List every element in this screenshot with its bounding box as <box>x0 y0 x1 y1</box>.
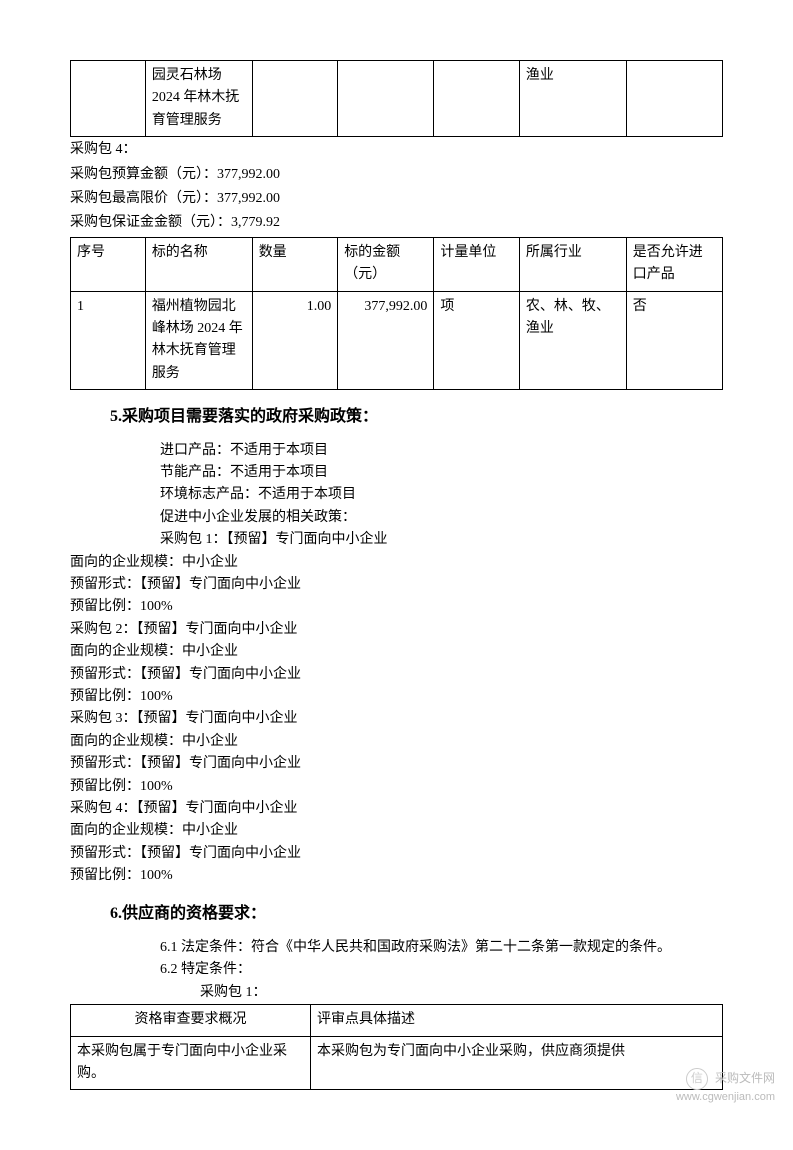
cell: 福州植物园北峰林场 2024 年林木抚育管理服务 <box>145 291 252 390</box>
col-import: 是否允许进口产品 <box>626 237 722 291</box>
pkg-detail-line: 采购包 4：【预留】专门面向中小企业 <box>70 798 723 820</box>
pkg-detail-line: 预留比例：100% <box>70 776 723 798</box>
pkg-detail-line: 预留形式：【预留】专门面向中小企业 <box>70 664 723 686</box>
watermark-url: www.cgwenjian.com <box>676 1091 775 1103</box>
col-detail: 评审点具体描述 <box>311 1005 723 1036</box>
cell: 1 <box>71 291 146 390</box>
pkg4-deposit: 采购包保证金金额（元）：3,779.92 <box>70 212 723 234</box>
policy-line: 采购包 1：【预留】专门面向中小企业 <box>160 529 723 551</box>
table-header-row: 资格审查要求概况 评审点具体描述 <box>71 1005 723 1036</box>
cell: 本采购包为专门面向中小企业采购，供应商须提供 <box>311 1036 723 1090</box>
pkg-detail-line: 采购包 3：【预留】专门面向中小企业 <box>70 708 723 730</box>
col-summary: 资格审查要求概况 <box>71 1005 311 1036</box>
pkg-detail-line: 面向的企业规模：中小企业 <box>70 641 723 663</box>
section5-heading: 5.采购项目需要落实的政府采购政策： <box>110 404 723 430</box>
section6-heading: 6.供应商的资格要求： <box>110 901 723 927</box>
cell: 377,992.00 <box>338 291 434 390</box>
col-seq: 序号 <box>71 237 146 291</box>
pkg4-budget: 采购包预算金额（元）：377,992.00 <box>70 164 723 186</box>
cell: 否 <box>626 291 722 390</box>
cell <box>338 61 434 137</box>
watermark-text-cn: 采购文件网 <box>715 1071 775 1085</box>
table-row: 1 福州植物园北峰林场 2024 年林木抚育管理服务 1.00 377,992.… <box>71 291 723 390</box>
col-amount: 标的金额（元） <box>338 237 434 291</box>
policy-line: 促进中小企业发展的相关政策： <box>160 507 723 529</box>
pkg-detail-line: 面向的企业规模：中小企业 <box>70 820 723 842</box>
watermark-icon <box>686 1068 708 1090</box>
col-name: 标的名称 <box>145 237 252 291</box>
cell <box>626 61 722 137</box>
cell: 项 <box>434 291 520 390</box>
pkg-detail-line: 预留比例：100% <box>70 596 723 618</box>
col-unit: 计量单位 <box>434 237 520 291</box>
policy-line: 节能产品：不适用于本项目 <box>160 462 723 484</box>
cell: 渔业 <box>519 61 626 137</box>
pkg-detail-line: 采购包 2：【预留】专门面向中小企业 <box>70 619 723 641</box>
pkg4-maxprice: 采购包最高限价（元）：377,992.00 <box>70 188 723 210</box>
pkg-detail-line: 面向的企业规模：中小企业 <box>70 552 723 574</box>
cell <box>71 61 146 137</box>
cell <box>252 61 338 137</box>
policy-line: 进口产品：不适用于本项目 <box>160 440 723 462</box>
specific-condition: 6.2 特定条件： <box>160 959 723 981</box>
pkg-detail-line: 预留形式：【预留】专门面向中小企业 <box>70 843 723 865</box>
cell: 1.00 <box>252 291 338 390</box>
cell <box>434 61 520 137</box>
watermark: 采购文件网 www.cgwenjian.com <box>676 1068 775 1104</box>
cell: 园灵石林场 2024 年林木抚育管理服务 <box>145 61 252 137</box>
pkg4-title: 采购包 4： <box>70 139 723 161</box>
pkg1-label: 采购包 1： <box>200 982 723 1004</box>
policy-line: 环境标志产品：不适用于本项目 <box>160 484 723 506</box>
pkg-detail-line: 面向的企业规模：中小企业 <box>70 731 723 753</box>
qualification-table: 资格审查要求概况 评审点具体描述 本采购包属于专门面向中小企业采购。 本采购包为… <box>70 1004 723 1090</box>
col-industry: 所属行业 <box>519 237 626 291</box>
table-header-row: 序号 标的名称 数量 标的金额（元） 计量单位 所属行业 是否允许进口产品 <box>71 237 723 291</box>
table1-continuation: 园灵石林场 2024 年林木抚育管理服务 渔业 <box>70 60 723 137</box>
pkg-detail-line: 预留比例：100% <box>70 686 723 708</box>
pkg-detail-line: 预留比例：100% <box>70 865 723 887</box>
cell: 本采购包属于专门面向中小企业采购。 <box>71 1036 311 1090</box>
table-row: 园灵石林场 2024 年林木抚育管理服务 渔业 <box>71 61 723 137</box>
col-qty: 数量 <box>252 237 338 291</box>
pkg-detail-line: 预留形式：【预留】专门面向中小企业 <box>70 574 723 596</box>
table2-bid-items: 序号 标的名称 数量 标的金额（元） 计量单位 所属行业 是否允许进口产品 1 … <box>70 237 723 390</box>
cell: 农、林、牧、渔业 <box>519 291 626 390</box>
pkg-detail-line: 预留形式：【预留】专门面向中小企业 <box>70 753 723 775</box>
table-row: 本采购包属于专门面向中小企业采购。 本采购包为专门面向中小企业采购，供应商须提供 <box>71 1036 723 1090</box>
legal-condition: 6.1 法定条件：符合《中华人民共和国政府采购法》第二十二条第一款规定的条件。 <box>160 937 723 959</box>
